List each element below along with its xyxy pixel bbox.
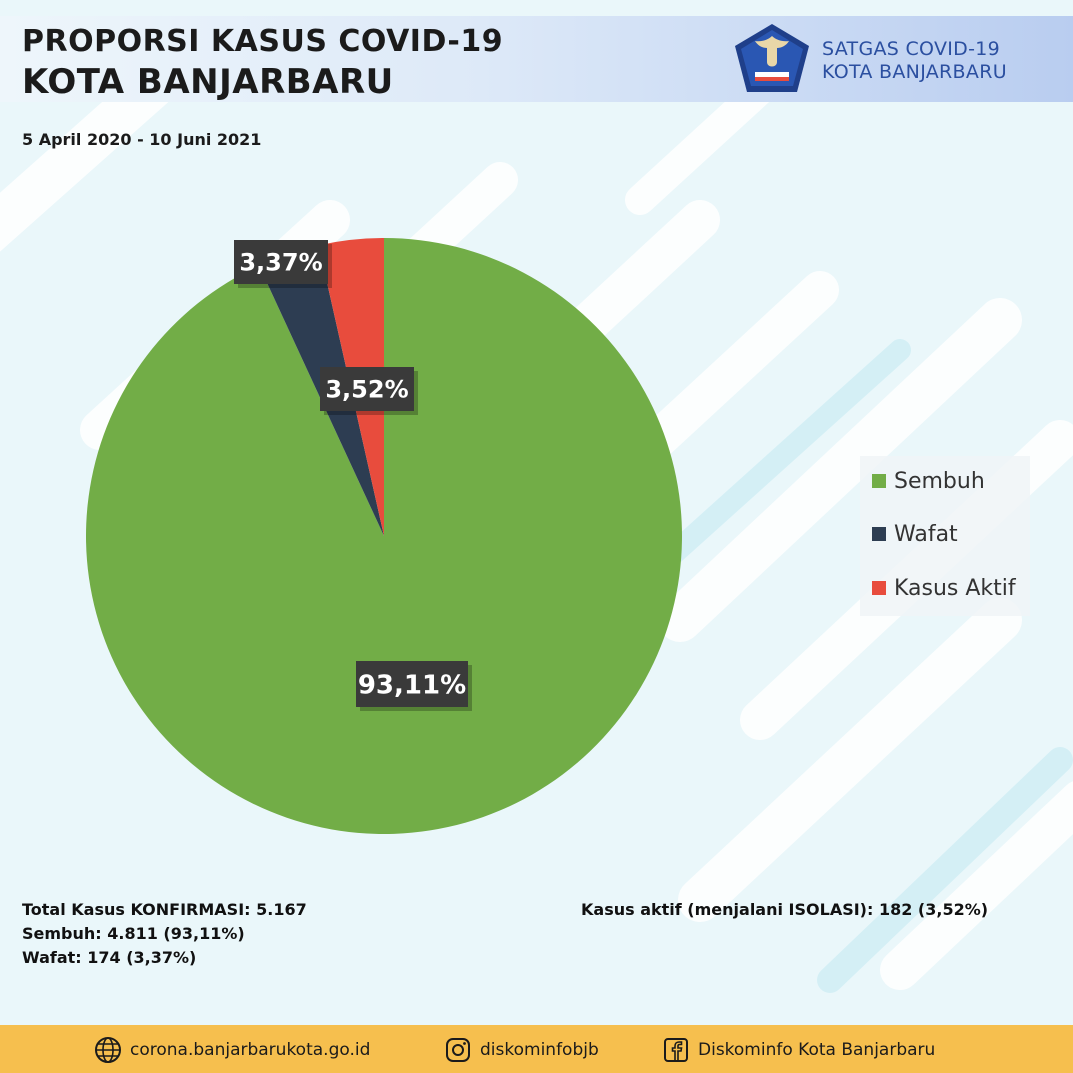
legend-swatch-kasus-aktif <box>872 581 886 595</box>
legend-label-wafat: Wafat <box>894 521 958 547</box>
data-label-sembuh: 93,11% <box>356 661 472 711</box>
org-name: SATGAS COVID-19 <box>822 38 1001 60</box>
data-label-kasus-aktif: 3,52% <box>320 367 418 415</box>
data-label-text-kasus-aktif: 3,52% <box>325 376 408 404</box>
legend <box>860 456 1030 616</box>
legend-item-kasus-aktif: Kasus Aktif <box>872 575 1016 601</box>
footer-instagram[interactable]: diskominfobjb <box>444 1036 599 1064</box>
legend-label-sembuh: Sembuh <box>894 468 985 494</box>
page-title: PROPORSI KASUS COVID-19 <box>22 24 504 59</box>
stats-left: Total Kasus KONFIRMASI: 5.167 Sembuh: 4.… <box>22 898 307 970</box>
stat-total: Total Kasus KONFIRMASI: 5.167 <box>22 900 307 919</box>
stat-kasus-aktif: Kasus aktif (menjalani ISOLASI): 182 (3,… <box>581 900 989 919</box>
page-subtitle: KOTA BANJARBARU <box>22 62 394 102</box>
footer-facebook[interactable]: Diskominfo Kota Banjarbaru <box>662 1036 935 1064</box>
legend-swatch-wafat <box>872 527 886 541</box>
instagram-icon <box>446 1038 470 1062</box>
pie-slice-sembuh <box>85 238 682 834</box>
stat-sembuh: Sembuh: 4.811 (93,11%) <box>22 924 245 943</box>
legend-item-sembuh: Sembuh <box>872 468 985 494</box>
header-band <box>0 16 1073 102</box>
data-label-wafat: 3,37% <box>234 240 332 288</box>
footer-website-text: corona.banjarbarukota.go.id <box>130 1040 371 1060</box>
date-range: 5 April 2020 - 10 Juni 2021 <box>22 130 262 149</box>
legend-item-wafat: Wafat <box>872 521 958 547</box>
legend-label-kasus-aktif: Kasus Aktif <box>894 575 1016 601</box>
legend-swatch-sembuh <box>872 474 886 488</box>
garuda-emblem-icon <box>733 22 811 94</box>
footer-website[interactable]: corona.banjarbarukota.go.id <box>94 1036 370 1064</box>
globe-icon <box>95 1037 121 1063</box>
stat-wafat: Wafat: 174 (3,37%) <box>22 948 197 967</box>
org-city: KOTA BANJARBARU <box>822 61 1007 83</box>
footer-bar <box>0 1025 1073 1073</box>
data-label-text-wafat: 3,37% <box>239 249 322 277</box>
footer-facebook-text: Diskominfo Kota Banjarbaru <box>698 1040 936 1060</box>
footer-instagram-text: diskominfobjb <box>480 1040 599 1060</box>
data-label-text-sembuh: 93,11% <box>358 670 466 700</box>
facebook-icon <box>664 1038 688 1062</box>
